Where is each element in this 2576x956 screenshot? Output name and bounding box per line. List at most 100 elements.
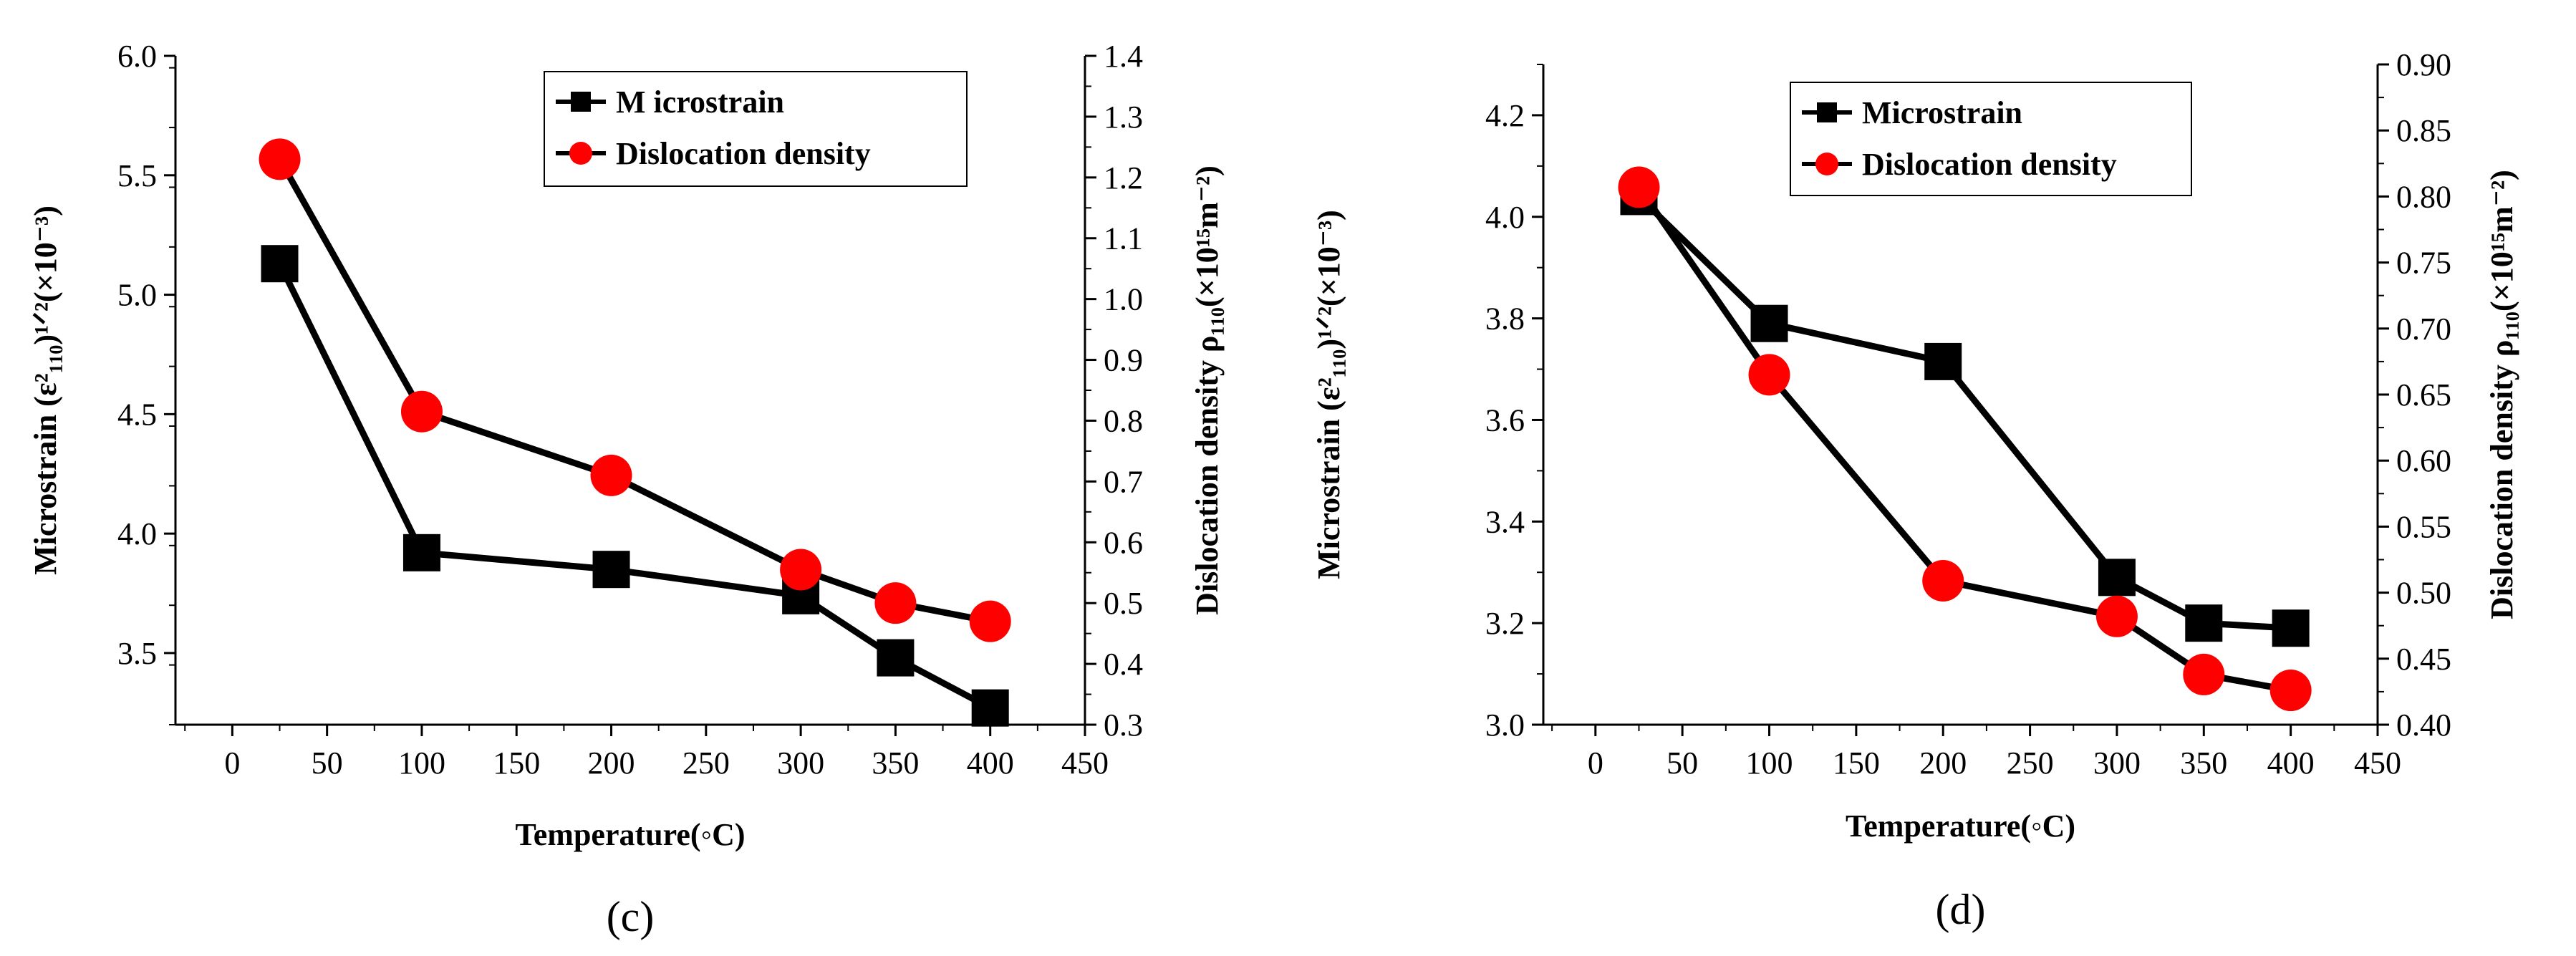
right-y-tick-label: 1.1 (1104, 221, 1143, 256)
x-tick-label: 400 (967, 745, 1014, 781)
legend-label: M icrostrain (616, 85, 784, 120)
right-y-tick-label: 1.2 (1104, 160, 1143, 195)
x-tick-label: 100 (398, 745, 445, 781)
x-tick-label: 300 (777, 745, 824, 781)
legend-square-marker (571, 92, 591, 112)
x-tick-label: 350 (2180, 745, 2227, 781)
x-tick-label: 150 (493, 745, 540, 781)
right-y-tick-label: 0.90 (2396, 47, 2451, 82)
right-y-tick-label: 0.80 (2396, 179, 2451, 214)
right-y-tick-label: 0.4 (1104, 647, 1143, 682)
data-point-dislocation-density (969, 600, 1011, 642)
data-point-microstrain (2098, 559, 2136, 597)
data-point-microstrain (2272, 609, 2310, 647)
legend-label: Dislocation density (616, 136, 871, 171)
x-tick-label: 200 (588, 745, 635, 781)
legend-box (544, 71, 968, 187)
left-y-tick-label: 5.0 (117, 278, 157, 313)
left-y-tick-label: 3.8 (1485, 301, 1525, 337)
x-axis-title: Temperature(◦C) (1846, 808, 2075, 844)
data-point-microstrain (1750, 304, 1788, 342)
data-point-dislocation-density (1748, 354, 1790, 396)
data-point-microstrain (1924, 342, 1962, 380)
left-y-tick-label: 4.0 (117, 516, 157, 551)
data-point-dislocation-density (780, 549, 822, 591)
right-y-tick-label: 1.4 (1104, 39, 1143, 74)
left-y-tick-label: 3.6 (1485, 402, 1525, 438)
x-tick-label: 350 (872, 745, 919, 781)
legend-circle-marker (1815, 153, 1838, 175)
right-y-axis-title: Dislocation density ρ₁₁₀(×10¹⁵m⁻²) (2484, 170, 2519, 619)
right-y-tick-label: 0.7 (1104, 464, 1143, 499)
left-y-tick-label: 4.2 (1485, 98, 1525, 133)
right-y-tick-label: 0.70 (2396, 312, 2451, 347)
data-point-microstrain (592, 551, 630, 589)
x-tick-label: 250 (2007, 745, 2054, 781)
right-y-tick-label: 0.50 (2396, 576, 2451, 611)
data-point-dislocation-density (2183, 653, 2225, 695)
x-tick-label: 150 (1833, 745, 1880, 781)
data-point-dislocation-density (259, 138, 301, 180)
legend: M icrostrain Dislocation density (544, 71, 968, 187)
series-line-microstrain (1636, 194, 2291, 632)
legend-circle-marker (569, 142, 592, 165)
left-y-tick-label: 3.5 (117, 636, 157, 671)
right-y-tick-label: 0.65 (2396, 377, 2451, 412)
right-y-tick-label: 0.8 (1104, 403, 1143, 438)
x-axis-title: Temperature(◦C) (515, 817, 745, 852)
x-tick-label: 400 (2267, 745, 2315, 781)
data-point-microstrain (261, 245, 299, 283)
right-y-axis-title: Dislocation density ρ₁₁₀(×10¹⁵m⁻²) (1190, 165, 1225, 615)
panel-label: (d) (1936, 886, 1986, 933)
right-y-tick-label: 0.60 (2396, 443, 2451, 478)
data-point-dislocation-density (874, 582, 917, 624)
right-y-tick-label: 0.55 (2396, 509, 2451, 544)
data-point-dislocation-density (590, 454, 632, 496)
left-y-tick-label: 3.4 (1485, 504, 1525, 539)
x-tick-label: 450 (1061, 745, 1109, 781)
legend-box (1790, 82, 2192, 196)
data-point-dislocation-density (1618, 166, 1660, 208)
left-y-tick-label: 4.0 (1485, 200, 1525, 235)
right-y-tick-label: 1.0 (1104, 282, 1143, 317)
left-y-tick-label: 5.5 (117, 158, 157, 193)
data-point-microstrain (402, 533, 440, 571)
x-tick-label: 100 (1746, 745, 1793, 781)
legend-label: Microstrain (1862, 95, 2022, 130)
data-point-dislocation-density (2095, 595, 2138, 637)
x-tick-label: 250 (682, 745, 730, 781)
left-y-tick-label: 4.5 (117, 397, 157, 432)
panel-label: (c) (607, 893, 655, 940)
x-tick-label: 0 (1588, 745, 1603, 781)
legend-label: Dislocation density (1862, 147, 2117, 182)
series-line-dislocation-density (276, 158, 991, 625)
legend-square-marker (1817, 102, 1837, 122)
data-point-dislocation-density (2269, 670, 2312, 712)
data-point-microstrain (2185, 604, 2223, 642)
data-point-dislocation-density (400, 390, 443, 433)
chart-panel-2: 0 50 100 150 200 250 300 350 400 450 3.0 3.2 3.4 3.6 3… (1311, 47, 2519, 933)
right-y-tick-label: 0.9 (1104, 343, 1143, 378)
data-point-microstrain (877, 639, 915, 677)
x-tick-label: 300 (2093, 745, 2141, 781)
right-y-tick-label: 0.3 (1104, 708, 1143, 743)
x-tick-label: 0 (224, 745, 240, 781)
x-tick-label: 200 (1919, 745, 1967, 781)
left-y-tick-label: 3.0 (1485, 708, 1525, 743)
left-y-tick-label: 6.0 (117, 39, 157, 74)
right-y-tick-label: 0.6 (1104, 525, 1143, 560)
x-tick-label: 450 (2354, 745, 2401, 781)
data-point-microstrain (971, 689, 1009, 727)
left-y-axis-title: Microstrain (ε²₁₁₀)¹ᐟ²(×10⁻³) (28, 206, 63, 575)
right-y-tick-label: 1.3 (1104, 100, 1143, 135)
x-tick-label: 50 (312, 745, 343, 781)
right-y-tick-label: 0.5 (1104, 586, 1143, 621)
right-y-tick-label: 0.85 (2396, 113, 2451, 148)
right-y-tick-label: 0.75 (2396, 246, 2451, 281)
data-point-dislocation-density (1922, 560, 1964, 602)
left-y-tick-label: 3.2 (1485, 606, 1525, 641)
right-y-tick-label: 0.40 (2396, 708, 2451, 743)
legend: Microstrain Dislocation density (1790, 82, 2192, 196)
right-y-tick-label: 0.45 (2396, 642, 2451, 677)
